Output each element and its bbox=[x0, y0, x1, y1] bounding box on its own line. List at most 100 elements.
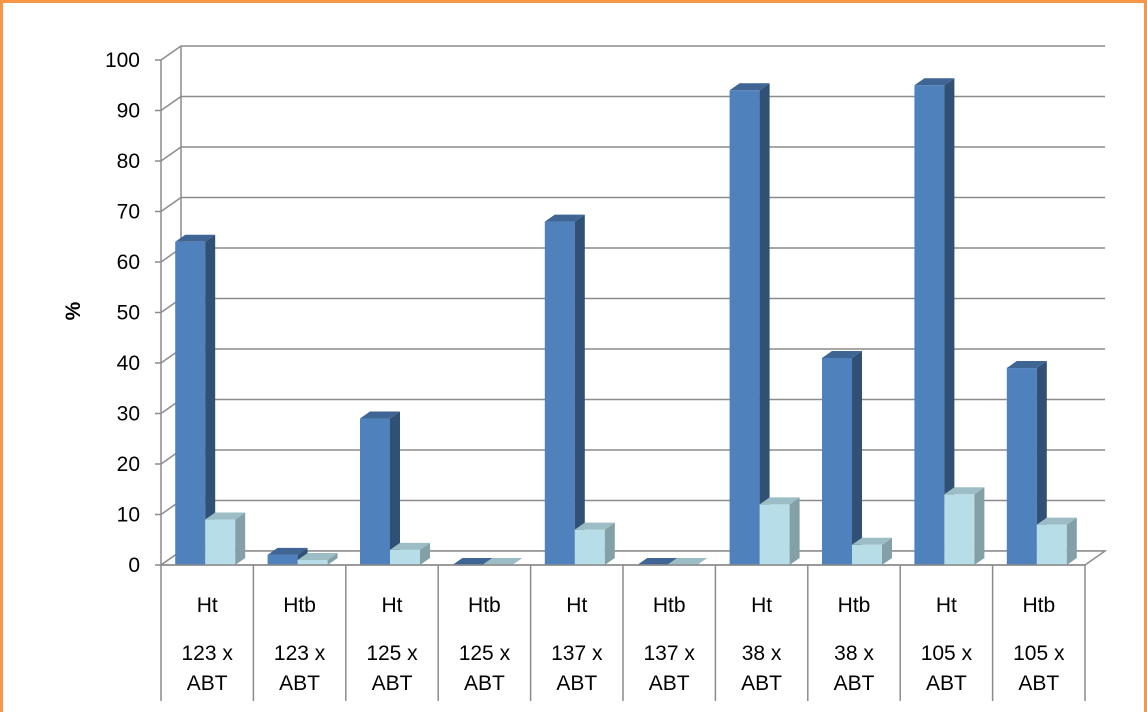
bar-front bbox=[852, 544, 882, 565]
x-tick-label-cross-parent: ABT bbox=[649, 672, 690, 695]
bar-top bbox=[1036, 517, 1077, 525]
bar-top bbox=[574, 522, 615, 530]
bar bbox=[729, 83, 770, 566]
bar-top bbox=[452, 558, 493, 565]
x-tick-label-cross: 105 x bbox=[921, 642, 973, 665]
bar bbox=[822, 350, 862, 565]
x-tick-label-cross: 125 x bbox=[366, 642, 418, 665]
y-tick-label: 100 bbox=[105, 49, 140, 72]
bar bbox=[944, 487, 985, 565]
bar-top bbox=[544, 214, 585, 222]
bar-side bbox=[944, 78, 955, 565]
x-tick-label-type: Ht bbox=[382, 594, 403, 617]
x-tick-label-type: Htb bbox=[838, 594, 871, 617]
bar-top bbox=[390, 542, 430, 550]
x-tick-label-cross: 105 x bbox=[1013, 642, 1065, 665]
side-gridline bbox=[160, 196, 182, 213]
x-tick-label-cross-parent: ABT bbox=[556, 672, 597, 695]
x-tick-label-cross-parent: ABT bbox=[279, 672, 320, 695]
bar-side bbox=[1036, 361, 1047, 565]
bar-front bbox=[574, 529, 605, 565]
bar-side bbox=[420, 542, 430, 565]
bar-top bbox=[482, 558, 523, 565]
x-tick-label-cross-parent: ABT bbox=[1018, 672, 1059, 695]
side-gridline bbox=[160, 146, 182, 162]
axes: 0 10 20 30 40 50 60 70 80 90 100 Ht 123 x ABT Htb 123 x… bbox=[105, 49, 1086, 701]
bar-top bbox=[729, 83, 770, 91]
bar-side bbox=[852, 350, 862, 565]
bar-side bbox=[327, 552, 338, 565]
y-tick-label: 80 bbox=[117, 150, 140, 173]
x-tick-label-cross: 123 x bbox=[182, 642, 234, 665]
bar-front bbox=[822, 357, 852, 565]
bar-side bbox=[789, 497, 800, 565]
bar-top bbox=[175, 234, 216, 242]
bar-top bbox=[914, 78, 955, 86]
y-tick-label: 90 bbox=[117, 100, 140, 123]
bar-side bbox=[974, 487, 985, 565]
x-tick-label-cross-parent: ABT bbox=[464, 672, 505, 695]
x-tick-label-cross-parent: ABT bbox=[372, 672, 413, 695]
bar-side bbox=[759, 83, 770, 566]
x-tick-label-type: Htb bbox=[283, 594, 316, 617]
bar-front bbox=[1006, 368, 1037, 565]
bar bbox=[914, 78, 955, 565]
bar-front bbox=[297, 559, 328, 565]
x-tick-label-cross-parent: ABT bbox=[187, 672, 228, 695]
bar-front bbox=[360, 418, 390, 565]
bar-front bbox=[175, 241, 206, 566]
bars bbox=[175, 78, 1077, 566]
bar bbox=[297, 552, 338, 565]
bar-side bbox=[390, 411, 400, 565]
bar-side bbox=[574, 214, 585, 565]
bar bbox=[574, 522, 615, 565]
bar bbox=[852, 537, 892, 565]
bar-top bbox=[267, 547, 308, 555]
bar bbox=[667, 558, 708, 565]
bar bbox=[1036, 517, 1077, 565]
bar bbox=[759, 497, 800, 565]
y-tick-label: 70 bbox=[117, 201, 140, 224]
bar-side bbox=[882, 537, 892, 565]
bar bbox=[175, 234, 216, 566]
bar-front bbox=[390, 549, 420, 565]
x-tick-label-cross: 137 x bbox=[644, 642, 696, 665]
y-tick-label: 60 bbox=[117, 251, 140, 274]
bar-top bbox=[944, 487, 985, 495]
bar bbox=[1006, 361, 1047, 565]
bar-top bbox=[852, 537, 892, 545]
bar-front bbox=[729, 90, 760, 566]
y-tick-label: 40 bbox=[117, 352, 140, 375]
bar-top bbox=[637, 558, 678, 565]
bar-top bbox=[360, 411, 400, 419]
bar-top bbox=[759, 497, 800, 505]
y-tick-label: 30 bbox=[117, 403, 140, 426]
bar-top bbox=[1006, 361, 1047, 369]
side-gridline bbox=[160, 95, 182, 112]
bar-top bbox=[297, 552, 338, 560]
y-axis-label: % bbox=[62, 301, 85, 320]
x-tick-label-cross: 38 x bbox=[834, 642, 874, 665]
bar-top bbox=[205, 512, 246, 520]
y-tick-label: 10 bbox=[117, 504, 140, 527]
bar-side bbox=[235, 512, 246, 565]
bar-side bbox=[205, 234, 216, 566]
x-tick-label-type: Ht bbox=[936, 594, 957, 617]
gridlines bbox=[158, 45, 1108, 566]
bar bbox=[205, 512, 246, 565]
y-tick-label: 50 bbox=[117, 302, 140, 325]
bar bbox=[637, 558, 678, 565]
bar-front bbox=[914, 85, 945, 565]
bar-chart: 0 10 20 30 40 50 60 70 80 90 100 Ht 123 x ABT Htb 123 x… bbox=[62, 45, 1108, 701]
x-tick-label-type: Ht bbox=[197, 594, 218, 617]
x-tick-label-cross: 125 x bbox=[459, 642, 511, 665]
x-tick-label-type: Htb bbox=[653, 594, 686, 617]
bar bbox=[482, 558, 523, 565]
y-tick-label: 0 bbox=[128, 554, 140, 577]
bar-front bbox=[267, 554, 298, 565]
x-tick-label-cross-parent: ABT bbox=[741, 672, 782, 695]
bar-top bbox=[822, 350, 862, 358]
x-tick-label-cross: 137 x bbox=[551, 642, 603, 665]
bar-top bbox=[667, 558, 708, 565]
